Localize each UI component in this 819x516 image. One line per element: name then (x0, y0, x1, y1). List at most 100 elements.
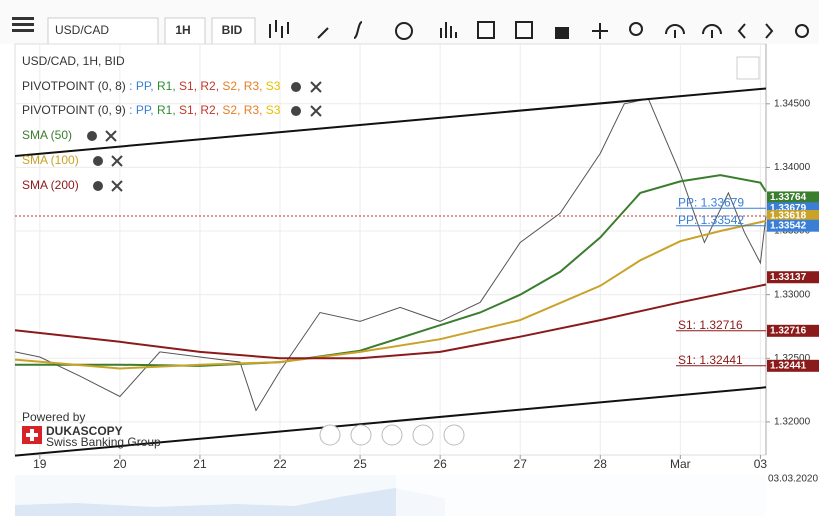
info-icon[interactable] (395, 22, 413, 40)
upload-icon[interactable] (665, 24, 685, 38)
close-icon[interactable] (105, 130, 117, 142)
settings-icon[interactable] (93, 181, 103, 191)
price-tag-label: 1.33618 (770, 211, 807, 222)
scroll-left[interactable] (319, 424, 341, 446)
period-select[interactable] (164, 17, 206, 45)
powered-by: Powered by (22, 410, 85, 424)
pivot-level: R3, (244, 103, 263, 117)
pivot-level: R1, (157, 79, 176, 93)
side-select-text[interactable]: BID (222, 23, 243, 37)
symbol-select-text[interactable]: USD/CAD (55, 23, 109, 37)
pivot-level: S2, (222, 79, 240, 93)
x-tick-label: Mar (670, 457, 691, 471)
price-tag-label: 1.33679 (770, 203, 807, 214)
pivot-label: S1: 1.32716 (678, 318, 743, 332)
news-icon[interactable] (515, 21, 533, 39)
legend-pivot: PIVOTPOINT (0, 9) : PP, R1, S1, R2, S2, … (22, 103, 281, 117)
sma-line (14, 219, 767, 370)
x-tick-label: 03 (754, 457, 768, 471)
volume-icon[interactable] (440, 22, 457, 38)
lock-icon[interactable] (555, 27, 569, 39)
price-tag-label: 1.33137 (770, 272, 807, 283)
close-icon[interactable] (310, 105, 322, 117)
toolbar: USD/CAD 1H BID (0, 0, 819, 45)
pivot-level: PP, (136, 103, 154, 117)
chart-type-icon[interactable] (269, 20, 289, 38)
zoom-out[interactable] (350, 424, 372, 446)
settings-icon[interactable] (93, 156, 103, 166)
pivot-label: PP: 1.33542 (678, 213, 744, 227)
pivot-level: S3 (266, 103, 281, 117)
reset[interactable] (381, 424, 403, 446)
pivot-level: PP, (136, 79, 154, 93)
pivot-level: S1, (179, 103, 197, 117)
plot: 1.320001.325001.330001.335001.340001.345… (14, 44, 818, 485)
price-tag-label: 1.32716 (770, 325, 807, 336)
scroll-right[interactable] (443, 424, 465, 446)
menu-icon[interactable] (12, 29, 34, 32)
legend-title: USD/CAD, 1H, BID (22, 54, 125, 68)
x-tick-label: 21 (193, 457, 207, 471)
pivot-level: S3 (266, 79, 281, 93)
legend-pivot: PIVOTPOINT (0, 8) : PP, R1, S1, R2, S2, … (22, 79, 281, 93)
pivot-level: R1, (157, 103, 176, 117)
prev-icon[interactable] (737, 23, 746, 39)
calendar-icon[interactable] (477, 21, 495, 39)
pivot-level: S2, (222, 103, 240, 117)
sma-line (14, 283, 767, 360)
close-icon[interactable] (111, 180, 123, 192)
popout-button[interactable] (736, 56, 760, 80)
x-tick-label: 19 (33, 457, 47, 471)
close-icon[interactable] (111, 155, 123, 167)
toolbar-icons[interactable] (269, 20, 809, 40)
pivot-level: R3, (244, 79, 263, 93)
pivot-level: R2, (200, 79, 219, 93)
price-tag (767, 271, 819, 284)
x-tick-label: 28 (594, 457, 608, 471)
date-label: 03.03.2020 (768, 474, 818, 485)
y-tick-label: 1.32000 (774, 417, 811, 428)
side-select[interactable] (211, 17, 256, 45)
pivot-label: PP: 1.33679 (678, 195, 744, 209)
download-icon[interactable] (702, 24, 722, 38)
legend-entry: SMA (200) (22, 178, 79, 192)
x-tick-label: 20 (113, 457, 127, 471)
close-icon[interactable] (310, 81, 322, 93)
logo-cross (26, 429, 38, 441)
trendline (14, 87, 767, 157)
price-tag (767, 324, 819, 337)
brand-name: DUKASCOPY (46, 424, 123, 438)
navigator-window[interactable] (396, 475, 766, 516)
price-line (14, 98, 767, 412)
menu-icon[interactable] (12, 17, 34, 20)
settings-icon[interactable] (795, 24, 809, 38)
price-tag-label: 1.33542 (770, 220, 807, 231)
trendline (14, 386, 767, 457)
price-tag (767, 210, 819, 223)
zoom-controls[interactable] (319, 424, 465, 446)
zoom-in[interactable] (412, 424, 434, 446)
brand-tagline: Swiss Banking Group (46, 435, 161, 449)
legend-entry: SMA (50) (22, 128, 72, 142)
period-select-text[interactable]: 1H (175, 23, 190, 37)
settings-icon[interactable] (291, 82, 301, 92)
pivot-level: R2, (200, 103, 219, 117)
next-icon[interactable] (765, 23, 774, 39)
pivot-level: S1, (179, 79, 197, 93)
x-tick-label: 27 (514, 457, 528, 471)
y-tick-label: 1.32500 (774, 353, 811, 364)
settings-icon[interactable] (87, 131, 97, 141)
menu-icon[interactable] (12, 23, 34, 26)
pivot-name: PIVOTPOINT (0, 9) (22, 103, 126, 117)
fx-icon[interactable] (353, 21, 363, 39)
crosshair-icon[interactable] (592, 23, 608, 39)
pivot-label: S1: 1.32441 (678, 353, 743, 367)
settings-icon[interactable] (291, 106, 301, 116)
y-tick-label: 1.34500 (774, 98, 811, 109)
zoom-icon[interactable] (629, 22, 643, 36)
draw-icon[interactable] (317, 27, 329, 39)
pivot-prefix: : (129, 79, 132, 93)
price-tag (767, 359, 819, 372)
legend-entry: SMA (100) (22, 153, 79, 167)
